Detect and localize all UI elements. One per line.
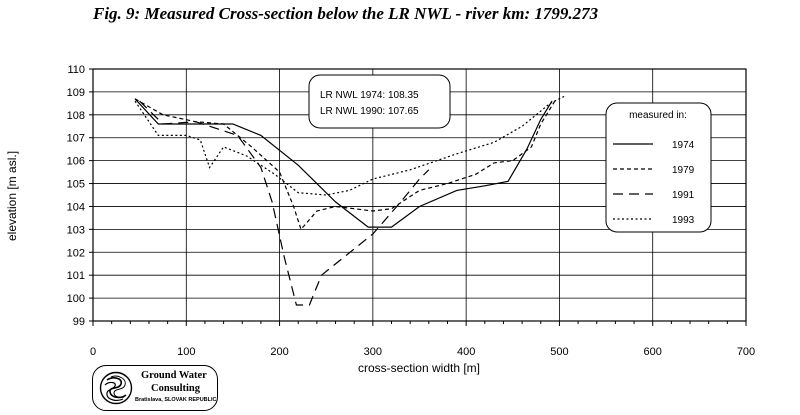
- x-tick-label: 100: [177, 346, 195, 358]
- legend-label-1993: 1993: [672, 215, 695, 226]
- legend-title: measured in:: [629, 110, 687, 121]
- logo-text-line1: Ground Water: [141, 370, 207, 381]
- logo-text-line2: Consulting: [151, 383, 201, 394]
- y-tick-label: 104: [67, 201, 85, 213]
- x-tick-label: 0: [90, 346, 96, 358]
- annotation-box: [308, 74, 451, 129]
- legend-box: [605, 102, 712, 233]
- y-tick-label: 106: [67, 156, 85, 168]
- x-tick-label: 200: [270, 346, 288, 358]
- y-tick-label: 110: [67, 64, 85, 76]
- legend: measured in: 1974 1979 1991 1993: [605, 102, 712, 233]
- y-tick-label: 105: [67, 179, 85, 191]
- legend-label-1979: 1979: [672, 165, 695, 176]
- legend-label-1991: 1991: [672, 190, 695, 201]
- axis-ticks: [89, 68, 747, 326]
- y-tick-label: 108: [67, 110, 85, 122]
- axis-tick-labels: 99 100 101 102 103 104 105 106 107 108 109 110 0 100 2…: [67, 64, 756, 358]
- x-tick-label: 500: [550, 346, 568, 358]
- legend-label-1974: 1974: [672, 140, 695, 151]
- x-tick-label: 300: [364, 346, 382, 358]
- y-tick-label: 107: [67, 133, 85, 145]
- series-line-1979: [134, 98, 556, 231]
- y-axis-label: elevation [m asl.]: [5, 151, 19, 241]
- plot-frame: [92, 68, 747, 322]
- x-tick-label: 400: [457, 346, 475, 358]
- y-tick-label: 102: [67, 247, 85, 259]
- y-tick-label: 109: [67, 87, 85, 99]
- annotation-line-1990: LR NWL 1990: 107.65: [320, 106, 419, 117]
- logo-text-line3: Bratislava, SLOVAK REPUBLIC: [135, 397, 217, 403]
- figure-title: Fig. 9: Measured Cross-section below the…: [93, 4, 599, 23]
- series-line-1993: [134, 95, 565, 196]
- y-tick-label: 103: [67, 224, 85, 236]
- water-level-annotation: LR NWL 1974: 108.35 LR NWL 1990: 107.65: [308, 74, 451, 129]
- series-line-1974: [134, 98, 553, 228]
- annotation-line-1974: LR NWL 1974: 108.35: [320, 90, 419, 101]
- y-tick-label: 101: [67, 270, 85, 282]
- y-tick-label: 100: [67, 293, 85, 305]
- x-tick-label: 600: [644, 346, 662, 358]
- y-tick-label: 99: [73, 316, 85, 328]
- series-line-1991: [139, 100, 430, 306]
- series-lines: [134, 95, 565, 306]
- x-axis-label: cross-section width [m]: [358, 361, 480, 375]
- globe-swirl-icon: [99, 371, 133, 405]
- legend-entries: 1974 1979 1991 1993: [613, 140, 695, 226]
- x-tick-label: 700: [737, 346, 755, 358]
- company-logo: Ground Water Consulting Bratislava, SLOV…: [92, 365, 218, 411]
